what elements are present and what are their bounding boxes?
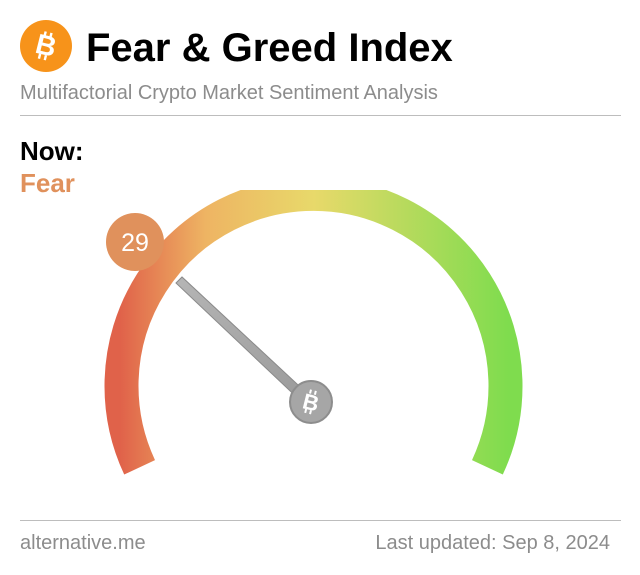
last-updated: Last updated: Sep 8, 2024: [375, 532, 610, 554]
source-link[interactable]: alternative.me: [20, 532, 146, 554]
gauge-needle: [175, 276, 312, 406]
footer-divider: [20, 520, 621, 521]
gauge-value-text: 29: [121, 229, 149, 257]
gauge-value-badge: 29: [106, 213, 164, 271]
bitcoin-logo-icon: B: [20, 20, 72, 72]
gauge-arc: [104, 190, 523, 475]
header: B Fear & Greed Index: [20, 18, 622, 76]
sentiment-classification: Fear: [20, 168, 75, 198]
fear-greed-gauge: B 29: [104, 190, 523, 475]
page-title: Fear & Greed Index: [86, 26, 453, 70]
header-divider: [20, 115, 621, 116]
page-subtitle: Multifactorial Crypto Market Sentiment A…: [20, 82, 438, 104]
needle-hub-bitcoin-icon: B: [289, 380, 333, 424]
now-label: Now:: [20, 136, 84, 166]
